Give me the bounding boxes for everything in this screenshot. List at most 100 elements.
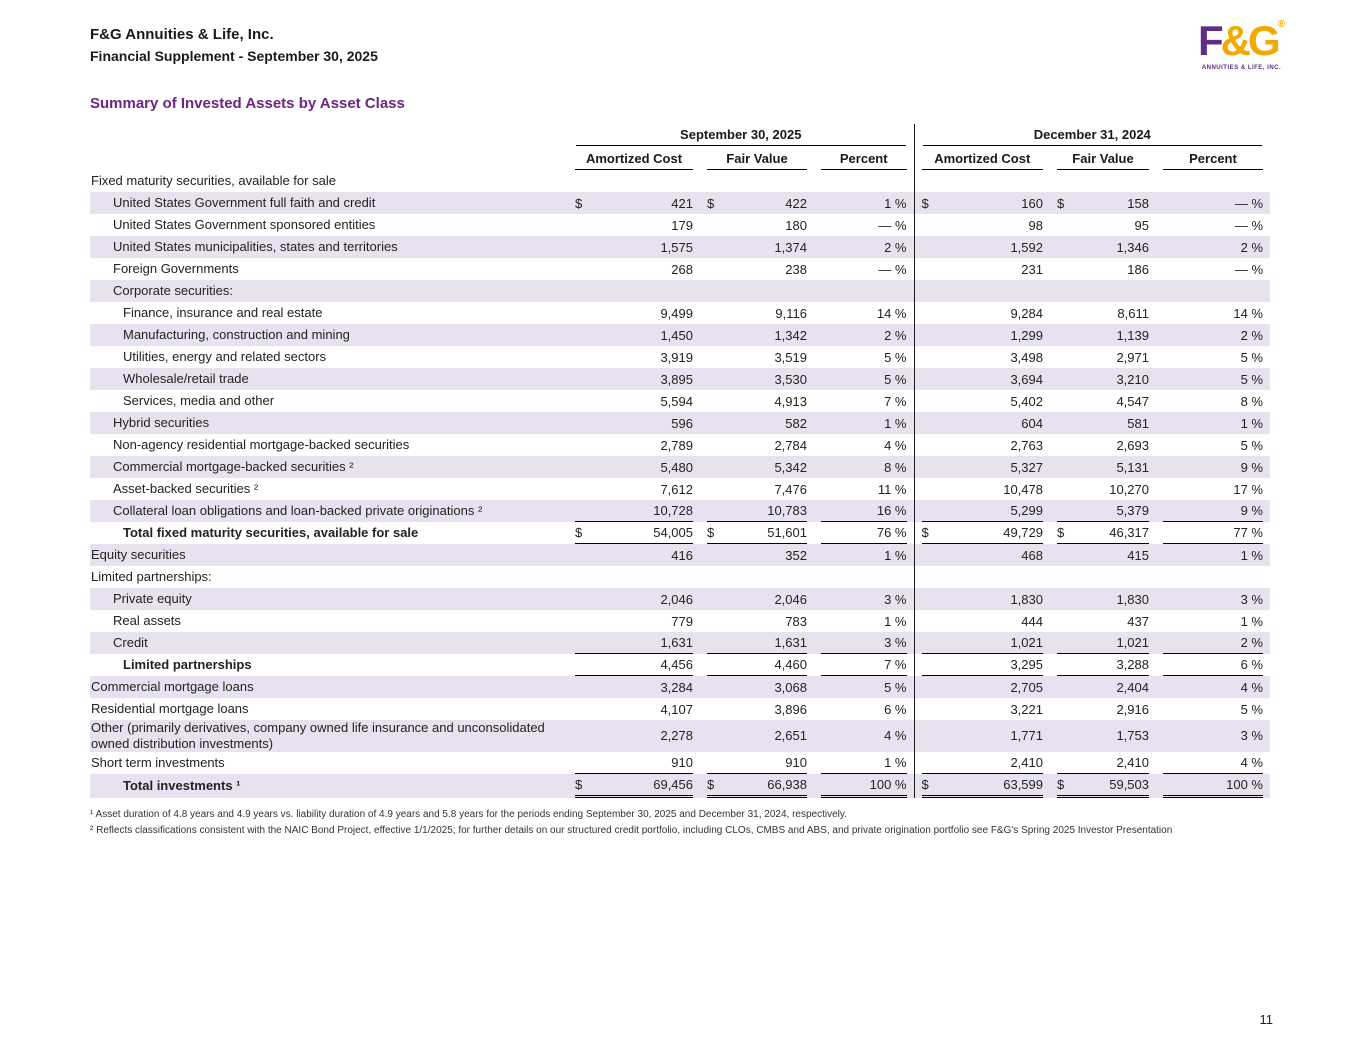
dec31-amortized-cost-cell: 1,299 xyxy=(913,324,1050,346)
cell-value: 9,116 xyxy=(775,305,807,321)
cell-value: 2,789 xyxy=(660,437,693,453)
cell-value: 2,404 xyxy=(1116,679,1149,695)
sep30-amortized-cost-cell: 2,046 xyxy=(568,588,700,610)
dec31-fair-value-cell: 1,021 xyxy=(1050,632,1156,654)
dec31-amortized-cost-cell: 1,592 xyxy=(913,236,1050,258)
cell-value: 5 % xyxy=(1240,349,1263,365)
cell-value: 98 xyxy=(1028,217,1043,233)
cell-value: 59,503 xyxy=(1109,776,1149,792)
period-header: September 30, 2025 xyxy=(568,124,914,146)
dec31-amortized-cost-cell: $160 xyxy=(913,192,1050,214)
table-row: Hybrid securities 596 582 1 % 604 581 1 % xyxy=(90,412,1270,434)
dollar-sign: $ xyxy=(575,525,583,540)
logo-tagline: ANNUITIES & LIFE, INC. xyxy=(1201,65,1282,71)
dollar-sign: $ xyxy=(921,525,929,540)
table-row: Collateral loan obligations and loan-bac… xyxy=(90,500,1270,522)
cell-value: 3,068 xyxy=(774,679,807,695)
cell-value: 5,594 xyxy=(660,393,693,409)
dec31-amortized-cost-cell: $63,599 xyxy=(913,773,1050,798)
column-header: Fair Value xyxy=(700,146,814,170)
row-label: Asset-backed securities ² xyxy=(113,481,259,497)
header-titles: F&G Annuities & Life, Inc. Financial Sup… xyxy=(90,26,378,64)
cell-value: 1 % xyxy=(1240,613,1263,629)
cell-value: 7,612 xyxy=(660,481,693,497)
table-row: Limited partnerships: xyxy=(90,566,1270,588)
dec31-fair-value-cell: $158 xyxy=(1050,192,1156,214)
dec31-fair-value-cell: 2,916 xyxy=(1050,698,1156,720)
table-row: Commercial mortgage loans 3,284 3,068 5 % 2,… xyxy=(90,676,1270,698)
sep30-percent-cell xyxy=(814,566,914,588)
dec31-amortized-cost-cell: 2,410 xyxy=(913,751,1050,774)
row-label: Non-agency residential mortgage-backed s… xyxy=(113,437,410,453)
sep30-fair-value-cell: 2,046 xyxy=(700,588,814,610)
sep30-percent-cell: 5 % xyxy=(814,346,914,368)
cell-value: 5,131 xyxy=(1116,459,1149,475)
dec31-fair-value-cell xyxy=(1050,566,1156,588)
cell-value: 2,046 xyxy=(774,591,807,607)
sep30-fair-value-cell: 3,896 xyxy=(700,698,814,720)
dec31-percent-cell: 3 % xyxy=(1156,720,1270,752)
dec31-fair-value-cell: 95 xyxy=(1050,214,1156,236)
cell-value: 95 xyxy=(1134,217,1149,233)
cell-value: 14 % xyxy=(1233,305,1263,321)
row-label: Residential mortgage loans xyxy=(91,701,249,717)
cell-value: 5,480 xyxy=(660,459,693,475)
cell-value: 7,476 xyxy=(774,481,807,497)
dollar-sign: $ xyxy=(575,776,583,792)
cell-value: 3,519 xyxy=(774,349,807,365)
sep30-percent-cell: 76 % xyxy=(814,522,914,544)
registered-trademark-icon: ® xyxy=(1277,19,1285,30)
dec31-percent-cell xyxy=(1156,170,1270,192)
cell-value: 783 xyxy=(785,613,807,629)
cell-value: 4,460 xyxy=(774,657,807,672)
page-header: F&G Annuities & Life, Inc. Financial Sup… xyxy=(0,0,1365,72)
sep30-amortized-cost-cell: 2,278 xyxy=(568,720,700,752)
cell-value: 8,611 xyxy=(1117,305,1149,321)
sep30-percent-cell: 1 % xyxy=(814,610,914,632)
dec31-fair-value-cell: 4,547 xyxy=(1050,390,1156,412)
row-label: Fixed maturity securities, available for… xyxy=(91,173,336,189)
sep30-amortized-cost-cell: 4,456 xyxy=(568,654,700,676)
cell-value: — % xyxy=(1234,195,1263,211)
cell-value: 2,763 xyxy=(1010,437,1043,453)
column-header-row: Amortized Cost Fair Value Percent Amortized… xyxy=(90,146,1270,170)
cell-value: 3,295 xyxy=(1010,657,1043,672)
sep30-amortized-cost-cell: 5,594 xyxy=(568,390,700,412)
cell-value: 3,498 xyxy=(1010,349,1043,365)
cell-value: 180 xyxy=(785,217,807,233)
sep30-percent-cell: 16 % xyxy=(814,500,914,522)
sep30-fair-value-cell: 4,460 xyxy=(700,654,814,676)
sep30-percent-cell: 1 % xyxy=(814,192,914,214)
row-label: Total fixed maturity securities, availab… xyxy=(123,525,419,541)
cell-value: 10,728 xyxy=(653,503,693,518)
cell-value: 779 xyxy=(671,613,693,629)
dec31-amortized-cost-cell: 3,295 xyxy=(913,654,1050,676)
cell-value: 238 xyxy=(785,261,807,277)
table-row: Manufacturing, construction and mining 1,… xyxy=(90,324,1270,346)
footnote: ² Reflects classifications consistent wi… xyxy=(90,825,1173,837)
sep30-amortized-cost-cell: 1,575 xyxy=(568,236,700,258)
dec31-amortized-cost-cell xyxy=(913,280,1050,302)
cell-value: 1 % xyxy=(884,754,907,770)
cell-value: 9,499 xyxy=(660,305,693,321)
sep30-percent-cell: 1 % xyxy=(814,752,914,774)
row-label: Credit xyxy=(113,635,148,651)
cell-value: 9,284 xyxy=(1010,305,1043,321)
cell-value: 2 % xyxy=(1240,239,1263,255)
sep30-percent-cell: 3 % xyxy=(814,588,914,610)
cell-value: 5 % xyxy=(1240,371,1263,387)
cell-value: 7 % xyxy=(884,393,907,409)
dec31-percent-cell: 14 % xyxy=(1156,302,1270,324)
sep30-fair-value-cell: 2,651 xyxy=(700,720,814,752)
cell-value: 77 % xyxy=(1233,525,1263,540)
dollar-sign: $ xyxy=(1057,195,1065,211)
dec31-amortized-cost-cell: 3,221 xyxy=(913,698,1050,720)
sep30-amortized-cost-cell: 9,499 xyxy=(568,302,700,324)
cell-value: 9 % xyxy=(1240,503,1263,518)
dec31-percent-cell: 2 % xyxy=(1156,632,1270,654)
cell-value: 5,299 xyxy=(1010,503,1043,518)
cell-value: 4,913 xyxy=(774,393,807,409)
logo-letter-f: F xyxy=(1197,17,1224,64)
cell-value: 2,693 xyxy=(1116,437,1149,453)
dec31-percent-cell: 1 % xyxy=(1156,544,1270,566)
